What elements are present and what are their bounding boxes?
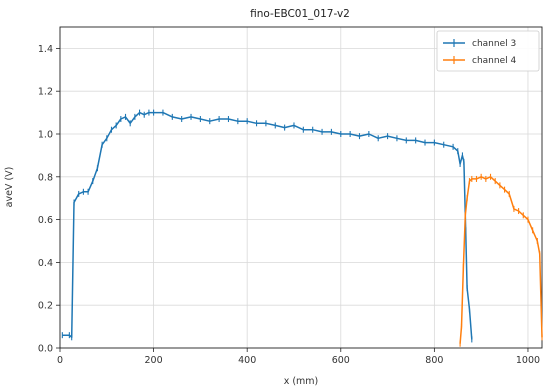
grid: [59, 27, 542, 349]
chart-title: fino-EBC01_017-v2: [250, 8, 350, 20]
legend: channel 3 channel 4: [436, 30, 540, 72]
y-axis-label: aveV (V): [4, 167, 15, 208]
x-tick-label: 400: [238, 355, 256, 366]
x-tick-label: 1000: [516, 355, 540, 366]
x-tick-label: 600: [332, 355, 350, 366]
legend-item-channel-3: channel 3: [443, 39, 516, 49]
y-tick-label: 0.6: [38, 215, 53, 226]
legend-box: [436, 30, 540, 72]
legend-item-channel-4: channel 4: [443, 56, 516, 66]
y-tick-label: 0.2: [38, 301, 53, 312]
x-tick-label: 800: [425, 355, 443, 366]
plot-area: [59, 26, 543, 349]
legend-label-channel-3: channel 3: [472, 39, 516, 49]
y-tick-label: 1.4: [38, 44, 53, 55]
series-lines: [61, 109, 543, 347]
y-tick-label: 1.2: [38, 87, 53, 98]
y-tick-label: 0.0: [38, 344, 53, 355]
x-tick-label: 200: [145, 355, 163, 366]
y-tick-label: 1.0: [38, 130, 53, 141]
series-line-channel-4: [459, 176, 543, 344]
y-tick-label: 0.8: [38, 172, 53, 183]
y-tick-label: 0.4: [38, 258, 53, 269]
axis-ticks: 0 200 400 600 800 1000 0.0 0.2 0.4 0.6 0.8 1.0 1.2 1.…: [38, 44, 540, 366]
x-axis-label: x (mm): [284, 376, 319, 387]
legend-label-channel-4: channel 4: [472, 56, 516, 66]
x-tick-label: 0: [57, 355, 63, 366]
